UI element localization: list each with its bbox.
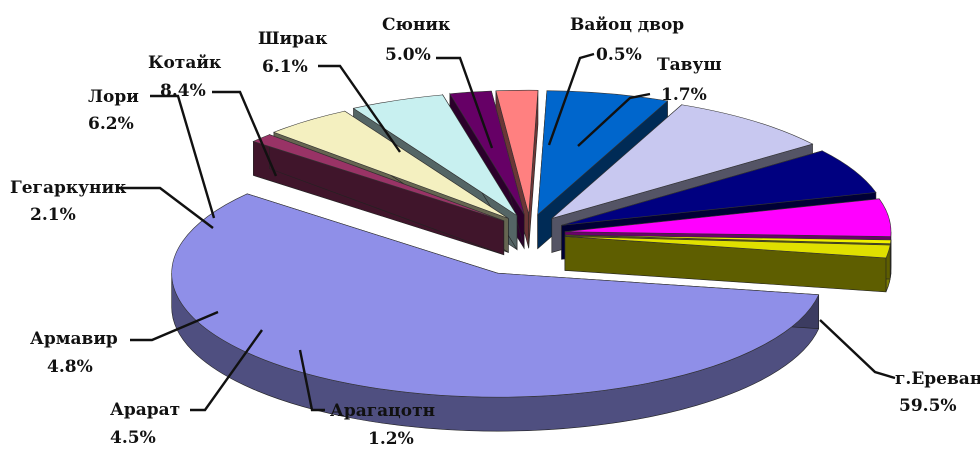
label-kotayk-percent: 8.4% xyxy=(160,81,206,101)
slice-сюник-9 xyxy=(564,198,892,237)
leader-line-8 xyxy=(436,56,494,149)
slice-котайк-7 xyxy=(551,104,814,219)
label-lori-name: Лори xyxy=(88,87,139,107)
label-ararat-name: Арарат xyxy=(110,400,180,420)
label-syunik-percent: 5.0% xyxy=(385,45,431,65)
slice-арарат-2 xyxy=(273,110,509,219)
leader-line-6 xyxy=(212,90,278,177)
leader-line-9 xyxy=(547,52,595,146)
pie-slices xyxy=(171,89,892,432)
label-yerevan-name: г.Ереван xyxy=(895,369,980,389)
leader-line-10 xyxy=(577,92,651,147)
slice-тавуш-11 xyxy=(564,236,891,259)
slice-г-ереван-0 xyxy=(171,193,820,398)
leader-line-0 xyxy=(819,319,896,380)
label-yerevan-percent: 59.5% xyxy=(899,396,957,416)
leader-line-5 xyxy=(150,94,216,219)
leader-lines xyxy=(118,52,896,412)
label-aragatsotn-percent: 1.2% xyxy=(368,429,414,449)
label-armavir-percent: 4.8% xyxy=(47,357,93,377)
slice-лори-6 xyxy=(537,90,669,216)
slice-labels: г.Ереван 59.5% Арагацотн 1.2% Арарат 4.5… xyxy=(10,15,980,449)
label-kotayk-name: Котайк xyxy=(148,53,222,73)
label-gegharkunik-name: Гегаркуник xyxy=(10,178,127,198)
label-armavir-name: Армавир xyxy=(30,329,118,349)
label-syunik-name: Сюник xyxy=(382,15,451,35)
label-vayots-dzor-percent: 0.5% xyxy=(596,45,642,65)
label-aragatsotn-name: Арагацотн xyxy=(330,401,435,421)
leader-line-4 xyxy=(118,186,214,229)
label-shirak-name: Ширак xyxy=(258,29,328,49)
label-shirak-percent: 6.1% xyxy=(262,57,308,77)
slice-гегаркуник-5 xyxy=(495,89,539,215)
label-vayots-dzor-name: Вайоц двор xyxy=(570,15,684,35)
slice-unlabeled-4 xyxy=(449,90,525,215)
slice-ширак-8 xyxy=(561,150,877,226)
leader-line-1 xyxy=(298,349,325,412)
label-ararat-percent: 4.5% xyxy=(110,428,156,448)
leader-line-2 xyxy=(190,329,263,412)
slice-арагацотн-1 xyxy=(252,134,504,222)
leader-line-3 xyxy=(130,310,219,342)
leader-line-7 xyxy=(318,64,401,153)
label-lori-percent: 6.2% xyxy=(88,114,134,134)
slice-вайоц-двор-10 xyxy=(565,234,892,245)
label-gegharkunik-percent: 2.1% xyxy=(30,205,76,225)
label-tavush-name: Тавуш xyxy=(657,55,722,75)
slice-армавир-3 xyxy=(352,94,518,216)
label-tavush-percent: 1.7% xyxy=(661,85,707,105)
